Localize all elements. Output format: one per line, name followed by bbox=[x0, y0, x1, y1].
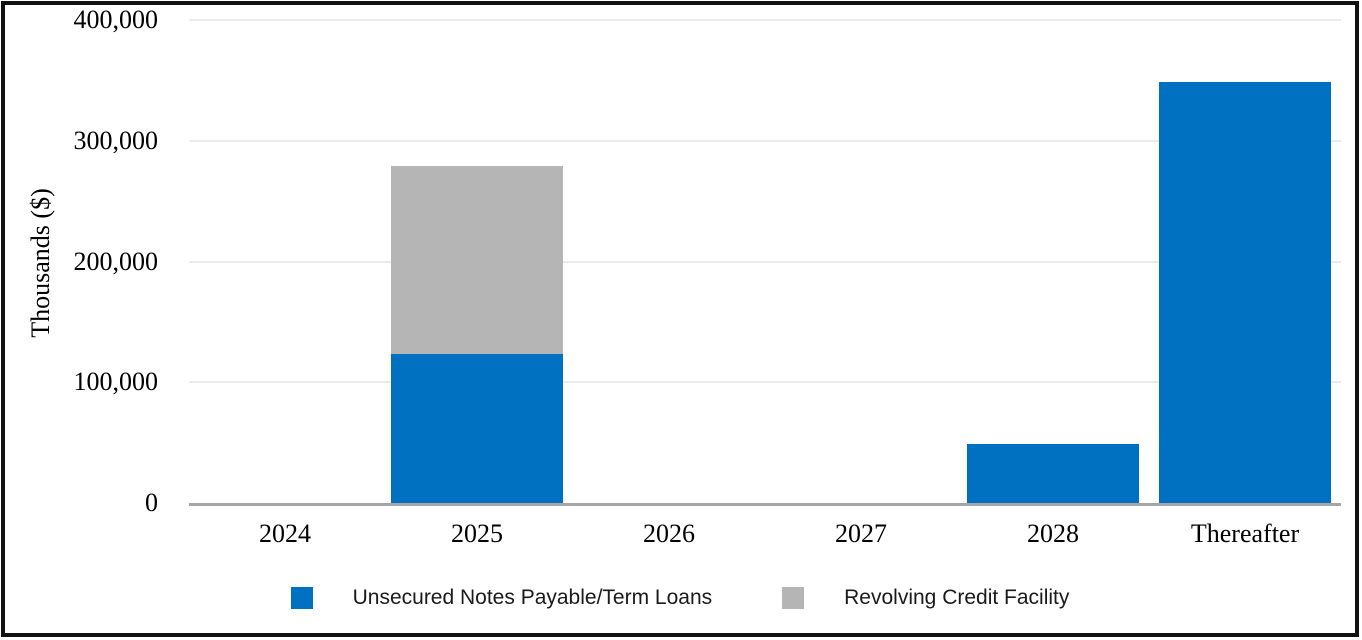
legend-label: Unsecured Notes Payable/Term Loans bbox=[352, 586, 713, 609]
gridline bbox=[189, 381, 1341, 384]
legend-label: Revolving Credit Facility bbox=[844, 586, 1070, 609]
bar-column-2025 bbox=[381, 20, 573, 503]
y-axis-title: Thousands ($) bbox=[26, 188, 55, 338]
bar-column-2026 bbox=[573, 20, 765, 503]
gridline bbox=[189, 19, 1341, 21]
y-tick-label: 200,000 bbox=[73, 246, 159, 276]
legend-item: Unsecured Notes Payable/Term Loans bbox=[290, 586, 713, 610]
bar-stack bbox=[390, 166, 564, 503]
y-tick-label: 100,000 bbox=[73, 367, 159, 397]
y-tick-label: 300,000 bbox=[73, 125, 159, 155]
legend-item: Revolving Credit Facility bbox=[782, 586, 1069, 610]
bar-columns bbox=[189, 20, 1341, 503]
y-tick-label: 0 bbox=[145, 488, 158, 517]
gridline bbox=[189, 139, 1341, 142]
bar-column-2028 bbox=[957, 20, 1149, 503]
legend: Unsecured Notes Payable/Term Loans Revolv… bbox=[5, 586, 1355, 610]
bar-stack bbox=[1158, 82, 1332, 503]
x-axis-labels: 2024 2025 2026 2027 2028 Thereafter bbox=[189, 519, 1341, 549]
x-axis-label: 2024 bbox=[259, 519, 311, 548]
x-axis-label: 2027 bbox=[835, 519, 887, 548]
bar-segment bbox=[1158, 82, 1332, 503]
x-axis-line bbox=[189, 503, 1341, 506]
gridline bbox=[189, 260, 1341, 263]
bar-segment bbox=[966, 444, 1140, 503]
bar-column-Thereafter bbox=[1149, 20, 1341, 503]
legend-swatch bbox=[290, 587, 313, 609]
bar-segment bbox=[390, 354, 564, 503]
x-axis-label: 2028 bbox=[1027, 519, 1079, 548]
legend-swatch bbox=[782, 587, 805, 609]
x-axis-label: 2025 bbox=[451, 519, 503, 548]
bar-stack bbox=[966, 444, 1140, 503]
x-axis-label: Thereafter bbox=[1190, 519, 1300, 548]
bar-column-2027 bbox=[765, 20, 957, 503]
y-axis-tick-labels: 0 100,000 200,000 300,000 400,000 bbox=[61, 5, 159, 637]
x-axis-label: 2026 bbox=[643, 519, 695, 548]
bar-column-2024 bbox=[189, 20, 381, 503]
bar-segment bbox=[390, 166, 564, 354]
y-tick-label: 400,000 bbox=[73, 5, 159, 34]
plot-area bbox=[189, 19, 1341, 506]
